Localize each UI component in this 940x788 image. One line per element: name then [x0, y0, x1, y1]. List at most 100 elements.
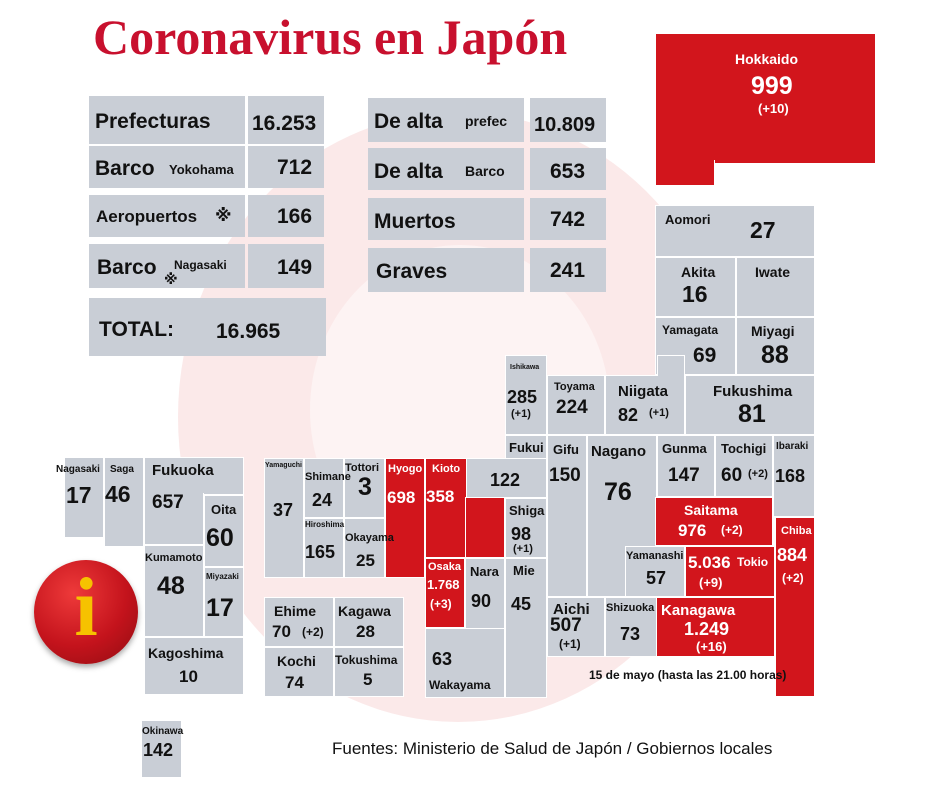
pref-name: Aichi [553, 601, 590, 618]
pref-value: 25 [356, 551, 375, 570]
pref-okayama: Okayama 25 [344, 518, 394, 578]
pref-kagoshima: Kagoshima 10 [144, 637, 244, 695]
pref-name: Hyogo [388, 463, 423, 475]
pref-name: Saitama [684, 502, 738, 518]
stat-value: 742 [550, 208, 586, 231]
pref-akita: Akita 16 [655, 257, 736, 317]
pref-name: Miyazaki [206, 572, 239, 581]
pref-name: Kanagawa [661, 602, 736, 619]
pref-value: 90 [471, 591, 492, 611]
pref-hokkaido [655, 33, 876, 164]
pref-fukuoka-lower: 657 [144, 493, 204, 545]
pref-name: Akita [681, 264, 716, 280]
pref-name: Fukui [509, 440, 544, 455]
pref-name: Aomori [665, 212, 711, 227]
pref-name: Kumamoto [145, 552, 203, 564]
pref-value: 5.036 [688, 553, 731, 572]
pref-value: 69 [693, 344, 717, 367]
stat-de-alta-barco-value: 653 [530, 148, 606, 190]
pref-name: Yamanashi [626, 550, 684, 562]
pref-change: (+3) [430, 597, 452, 611]
pref-niigata-upper [657, 355, 685, 376]
asterisk-mark: ※ [215, 206, 232, 225]
pref-name: Okinawa [142, 726, 184, 737]
pref-name: Ishikawa [510, 364, 540, 371]
pref-kochi: Kochi 74 [264, 647, 334, 697]
pref-nagano: Nagano 76 [587, 435, 657, 597]
stat-value: 712 [277, 156, 313, 179]
pref-kumamoto: Kumamoto 48 [144, 545, 204, 637]
stat-label: Barco [97, 256, 157, 279]
pref-value: 63 [432, 649, 453, 669]
pref-shimane: Shimane 24 [304, 458, 351, 518]
stat-muertos-value: 742 [530, 198, 606, 240]
pref-name: Tokushima [335, 653, 398, 667]
stat-label: Aeropuertos [96, 207, 198, 226]
pref-value: 10 [179, 667, 198, 686]
pref-value: 17 [206, 594, 234, 622]
pref-name: Miyagi [751, 323, 795, 339]
pref-name: Kagawa [338, 603, 391, 619]
pref-name: Fukuoka [152, 462, 214, 479]
stat-label: TOTAL: [99, 318, 175, 341]
pref-value: 48 [157, 572, 185, 600]
stat-label: De alta [374, 160, 443, 183]
stat-label: De alta [374, 110, 443, 133]
pref-ishikawa: Ishikawa 285 (+1) [505, 355, 547, 435]
pref-value: 884 [777, 545, 808, 565]
pref-ehime: Ehime 70 (+2) [264, 597, 334, 647]
page-title: Coronavirus en Japón [93, 9, 568, 65]
pref-value: 147 [668, 465, 700, 486]
pref-fukushima: Fukushima 81 [685, 375, 815, 435]
pref-name: Kochi [277, 653, 316, 669]
stat-barco-nagasaki-value: 149 [248, 244, 324, 288]
pref-value: 165 [305, 542, 336, 562]
stat-barco-nagasaki: Barco Nagasaki ※ [89, 244, 245, 288]
pref-name: Nagano [591, 443, 647, 460]
pref-value: 60 [721, 465, 743, 486]
stat-sublabel: prefec [465, 113, 508, 129]
stat-label: Prefecturas [95, 110, 211, 133]
stat-total: TOTAL: 16.965 [89, 298, 326, 356]
pref-value: 88 [761, 341, 789, 369]
pref-fukui-lower: 122 [465, 458, 547, 498]
pref-ibaraki: Ibaraki 168 [773, 435, 815, 517]
pref-value: 74 [285, 673, 304, 692]
pref-value: 37 [273, 500, 294, 520]
pref-name: Okayama [345, 532, 394, 544]
stat-label: Barco [95, 157, 155, 180]
pref-name: Oita [211, 502, 237, 517]
stat-barco-yokohama-value: 712 [248, 146, 324, 188]
stat-value: 10.809 [534, 114, 596, 136]
stat-aeropuertos: Aeropuertos ※ [89, 195, 245, 237]
pref-name: Kioto [432, 463, 461, 475]
pref-name: Shizuoka [606, 602, 655, 614]
pref-name: Kagoshima [148, 645, 224, 661]
pref-okinawa: Okinawa 142 [141, 720, 184, 778]
pref-name: Ehime [274, 603, 317, 619]
pref-shizuoka: Shizuoka 73 [605, 597, 657, 657]
pref-value: 45 [511, 594, 532, 614]
pref-name: Tochigi [721, 441, 767, 456]
pref-shiga: Shiga 98 (+1) [505, 498, 547, 558]
pref-value: 24 [312, 490, 333, 510]
pref-yamaguchi: Yamaguchi 37 [264, 458, 304, 578]
pref-wakayama: 63 Wakayama [425, 628, 505, 698]
sources-note: Fuentes: Ministerio de Salud de Japón / … [332, 739, 773, 758]
pref-gunma: Gunma 147 [657, 435, 715, 497]
stat-de-alta-prefec-value: 10.809 [530, 98, 606, 142]
pref-value: 1.249 [684, 619, 730, 639]
stat-muertos: Muertos [368, 198, 524, 240]
pref-name: Nara [470, 564, 499, 579]
stat-value: 653 [550, 160, 586, 183]
pref-change: (+1) [511, 408, 531, 420]
stat-sublabel: Barco [465, 163, 505, 179]
pref-fukui: Fukui [505, 435, 547, 460]
pref-kanagawa: Kanagawa 1.249 (+16) [655, 597, 775, 657]
stat-label: Muertos [374, 210, 456, 233]
info-icon: i [34, 560, 138, 664]
pref-value: 1.768 [427, 577, 460, 592]
pref-tokio: 5.036 Tokio (+9) [685, 546, 775, 597]
pref-tochigi: Tochigi 60 (+2) [715, 435, 773, 497]
stat-barco-yokohama: Barco Yokohama [89, 146, 245, 188]
